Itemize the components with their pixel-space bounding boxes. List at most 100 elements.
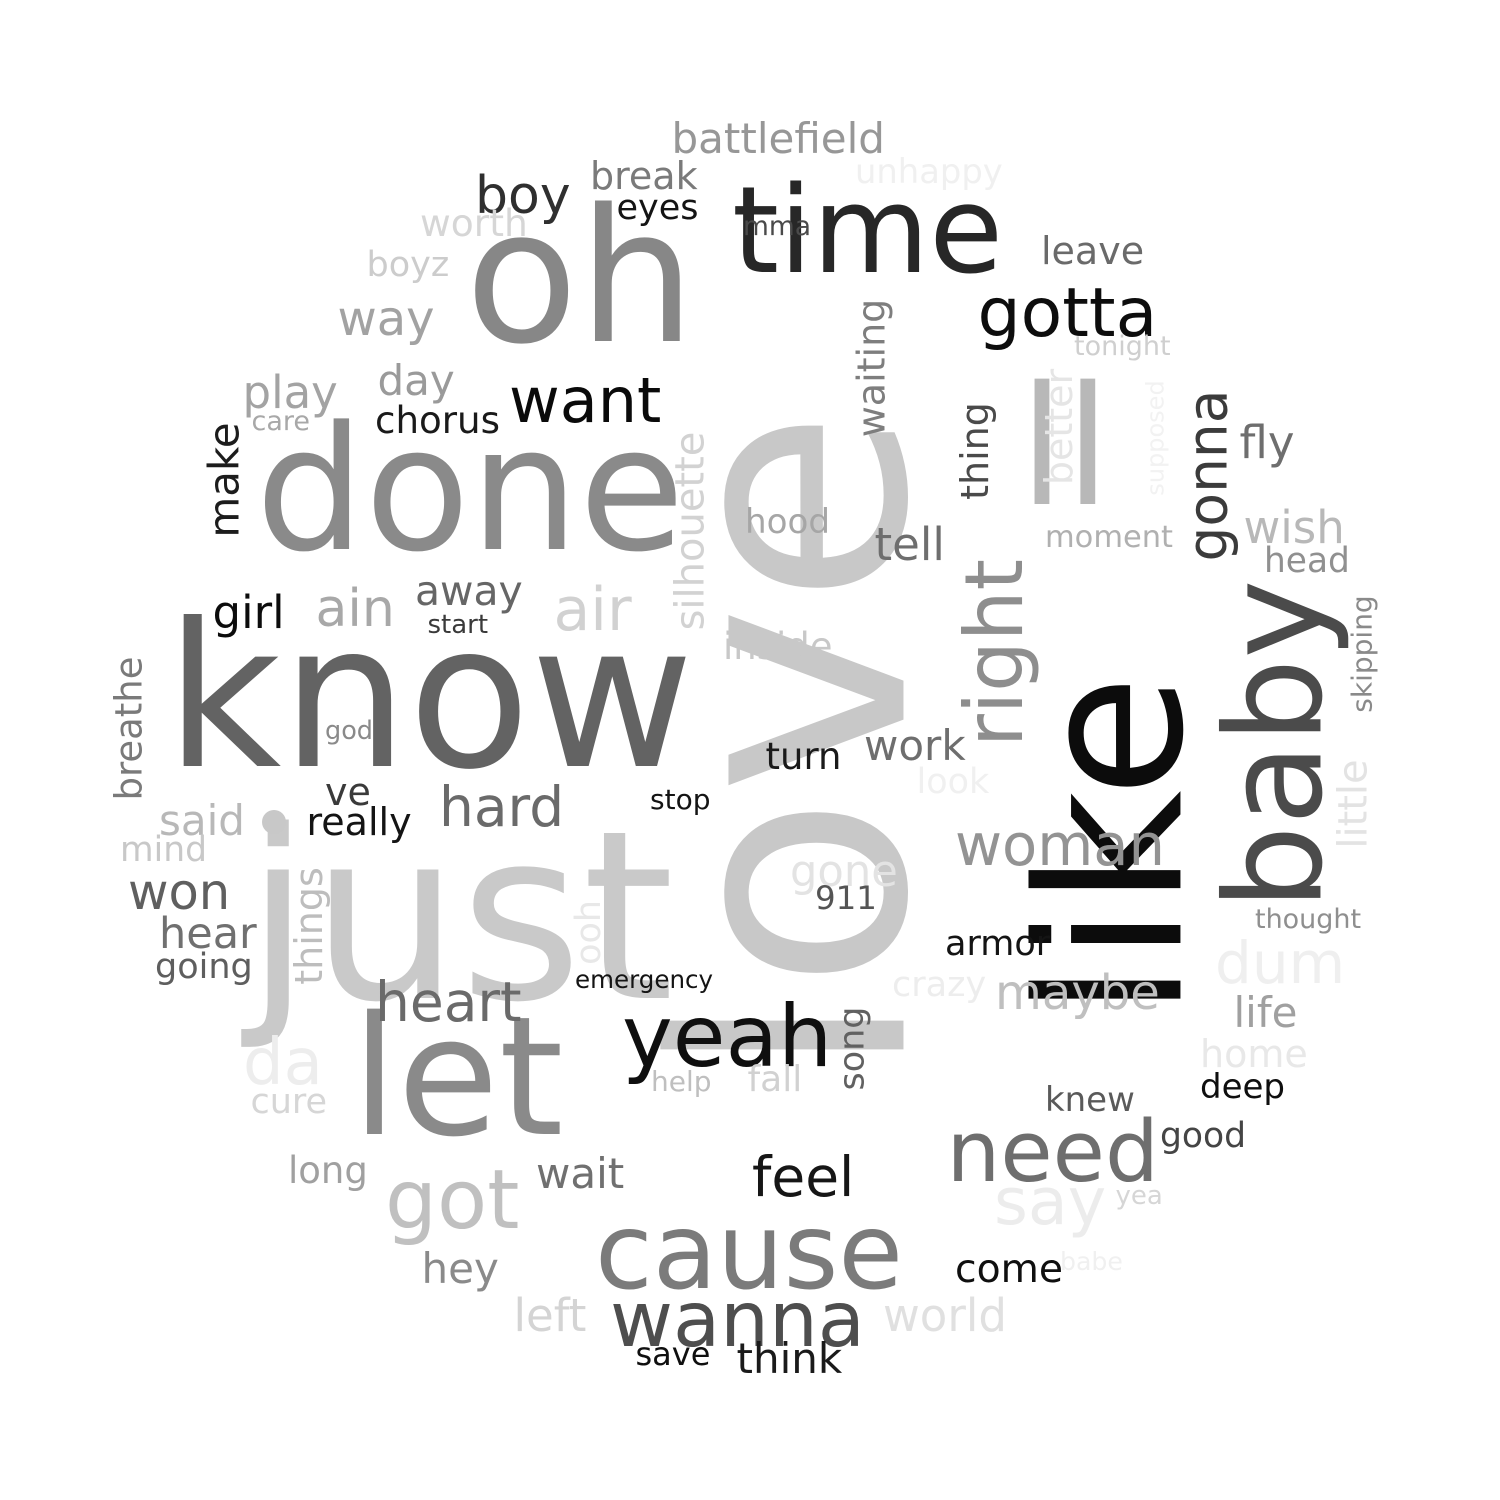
word-stop: stop bbox=[650, 783, 711, 816]
word-got: got bbox=[385, 1153, 520, 1248]
word-time: time bbox=[732, 162, 1004, 301]
word-good: good bbox=[1160, 1116, 1247, 1156]
word-feel: feel bbox=[752, 1145, 855, 1209]
word-think: think bbox=[736, 1334, 843, 1383]
word-need: need bbox=[946, 1103, 1159, 1202]
word-look: look bbox=[916, 762, 990, 802]
word-just: just bbox=[245, 781, 675, 1054]
word-play: play bbox=[242, 366, 338, 419]
word-boyz: boyz bbox=[366, 245, 450, 285]
word-emergency: emergency bbox=[575, 964, 714, 994]
word-said: said bbox=[159, 796, 245, 845]
word-silhouette: silhouette bbox=[666, 431, 713, 631]
word-wait: wait bbox=[536, 1149, 625, 1198]
word-yeah: yeah bbox=[622, 986, 833, 1087]
word-mind: mind bbox=[120, 830, 207, 870]
dot-mark bbox=[262, 810, 286, 834]
word-heart: heart bbox=[375, 970, 522, 1034]
word-better: better bbox=[1037, 368, 1082, 486]
word-fall: fall bbox=[747, 1059, 803, 1100]
word-song: song bbox=[832, 1005, 873, 1091]
word-hear: hear bbox=[159, 909, 257, 959]
word-leave: leave bbox=[1041, 229, 1145, 273]
word-long: long bbox=[288, 1149, 368, 1192]
word-yea: yea bbox=[1115, 1181, 1163, 1211]
word-knew: knew bbox=[1045, 1079, 1135, 1120]
word-hood: hood bbox=[745, 501, 831, 542]
word-let: let bbox=[351, 981, 564, 1173]
word-thought: thought bbox=[1255, 904, 1362, 935]
word-ve: ve bbox=[325, 770, 371, 814]
word-ain: ain bbox=[315, 579, 395, 639]
word-life: life bbox=[1233, 988, 1298, 1037]
word-away: away bbox=[415, 566, 523, 615]
word-breathe: breathe bbox=[107, 655, 151, 801]
word-gotta: gotta bbox=[977, 274, 1158, 353]
word-waiting: waiting bbox=[848, 298, 893, 438]
word-make: make bbox=[199, 421, 249, 538]
word-deep: deep bbox=[1200, 1066, 1285, 1107]
word-save: save bbox=[635, 1335, 711, 1373]
word-work: work bbox=[864, 721, 966, 770]
word-ooh: ooh bbox=[568, 900, 609, 965]
word-home: home bbox=[1200, 1032, 1308, 1076]
word-mma: mma bbox=[743, 211, 811, 242]
word-da: da bbox=[243, 1025, 323, 1100]
word-day: day bbox=[377, 356, 455, 405]
word-babe: babe bbox=[1060, 1247, 1123, 1276]
word-tonight: tonight bbox=[1074, 331, 1171, 362]
word-dum: dum bbox=[1215, 928, 1346, 997]
word-little: little bbox=[1330, 758, 1377, 849]
word-oh: oh bbox=[465, 169, 696, 385]
word-head: head bbox=[1264, 540, 1350, 581]
word-world: world bbox=[883, 1289, 1007, 1342]
word-gone: gone bbox=[790, 846, 898, 897]
word-hey: hey bbox=[421, 1244, 499, 1293]
word-worth: worth bbox=[420, 201, 528, 245]
word-battlefield: battlefield bbox=[671, 114, 885, 163]
word-know: know bbox=[165, 581, 695, 814]
word-unhappy: unhappy bbox=[855, 152, 1003, 191]
word-cause: cause bbox=[595, 1191, 903, 1313]
word-inside: inside bbox=[723, 625, 833, 668]
word-start: start bbox=[427, 610, 489, 640]
word-god: god bbox=[325, 716, 374, 746]
word-crazy: crazy bbox=[892, 965, 987, 1005]
word-baby: baby bbox=[1195, 579, 1352, 911]
word-won: won bbox=[128, 863, 231, 921]
word-girl: girl bbox=[212, 586, 285, 639]
word-done: done bbox=[255, 389, 685, 590]
word-want: want bbox=[509, 364, 662, 437]
word-air: air bbox=[553, 575, 632, 645]
word-chorus: chorus bbox=[375, 397, 500, 442]
word-turn: turn bbox=[765, 735, 842, 778]
word-supposed: supposed bbox=[1141, 380, 1170, 496]
word-911: 911 bbox=[815, 878, 877, 917]
word-fly: fly bbox=[1239, 416, 1295, 469]
word-break: break bbox=[590, 154, 698, 198]
word-wish: wish bbox=[1243, 501, 1345, 554]
word-tell: tell bbox=[874, 518, 945, 571]
word-care: care bbox=[251, 406, 311, 437]
word-maybe: maybe bbox=[995, 964, 1160, 1021]
word-ll: ll bbox=[1019, 351, 1111, 543]
word-say: say bbox=[994, 1165, 1107, 1240]
word-gonna: gonna bbox=[1174, 389, 1239, 561]
word-help: help bbox=[651, 1065, 712, 1098]
word-eyes: eyes bbox=[616, 188, 699, 228]
word-left: left bbox=[513, 1289, 587, 1342]
word-boy: boy bbox=[475, 166, 571, 226]
word-right: right bbox=[947, 558, 1041, 747]
word-wanna: wanna bbox=[610, 1274, 866, 1365]
word-way: way bbox=[337, 291, 435, 347]
word-thing: thing bbox=[952, 401, 997, 500]
word-woman: woman bbox=[955, 812, 1165, 879]
word-cure: cure bbox=[250, 1082, 328, 1122]
word-hard: hard bbox=[439, 775, 565, 839]
word-skipping: skipping bbox=[1345, 595, 1379, 713]
word-moment: moment bbox=[1045, 519, 1174, 555]
word-armor: armor bbox=[945, 923, 1051, 964]
word-things: things bbox=[286, 866, 331, 985]
word-going: going bbox=[155, 947, 253, 987]
